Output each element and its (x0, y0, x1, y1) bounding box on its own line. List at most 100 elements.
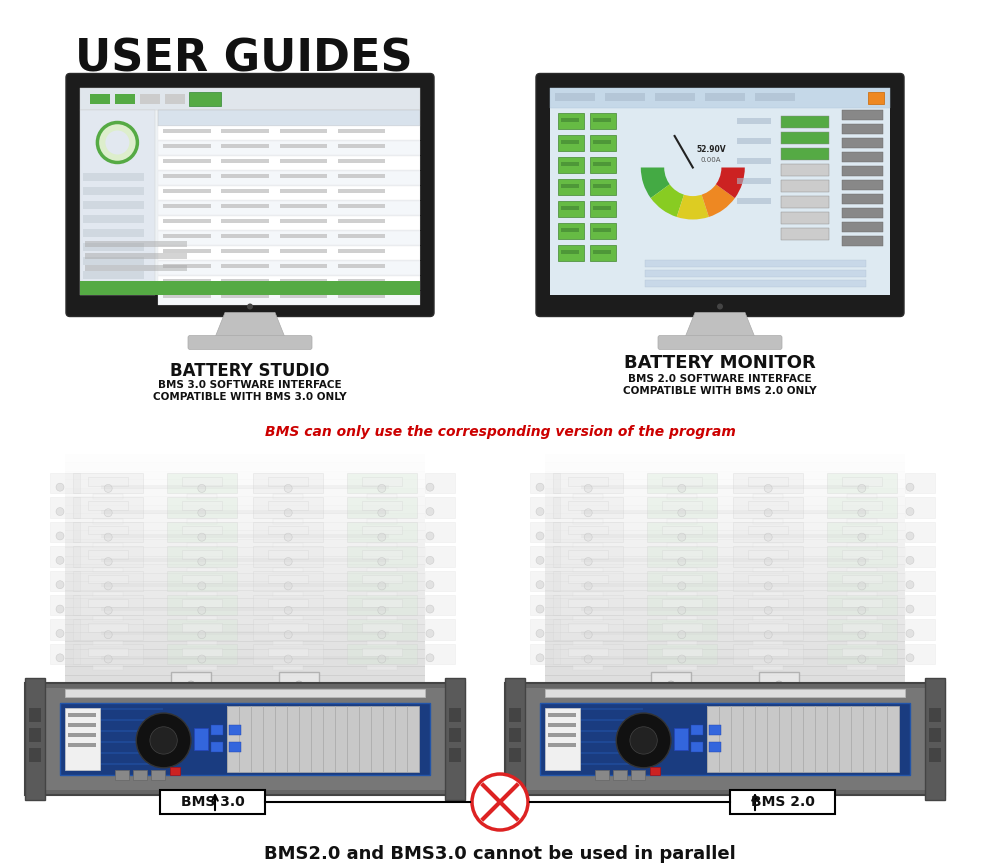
Bar (158, 126, 420, 140)
Bar (545, 598, 905, 608)
Bar (280, 204, 327, 207)
Bar (545, 530, 905, 539)
Bar (667, 641, 697, 646)
Bar (347, 643, 417, 664)
Bar (187, 494, 217, 499)
Circle shape (764, 582, 772, 590)
Bar (545, 564, 905, 573)
Bar (158, 171, 420, 185)
Bar (158, 216, 420, 230)
Bar (88, 599, 128, 608)
Bar (167, 595, 237, 616)
Bar (593, 227, 611, 231)
Text: BMS 2.0 SOFTWARE INTERFACE: BMS 2.0 SOFTWARE INTERFACE (628, 374, 812, 383)
Bar (847, 543, 877, 548)
Bar (29, 728, 41, 742)
Bar (93, 518, 123, 524)
Circle shape (678, 630, 686, 639)
Bar (163, 249, 211, 252)
Bar (905, 473, 935, 493)
Bar (83, 229, 144, 237)
Bar (548, 733, 576, 737)
Bar (158, 140, 420, 154)
Circle shape (426, 654, 434, 662)
Bar (847, 665, 877, 670)
Bar (593, 205, 611, 210)
Circle shape (378, 533, 386, 541)
Bar (65, 689, 425, 697)
Bar (827, 546, 897, 566)
Bar (65, 683, 425, 693)
Bar (733, 473, 803, 493)
Bar (221, 204, 269, 207)
Bar (847, 641, 877, 646)
Circle shape (56, 483, 64, 492)
Bar (605, 93, 645, 101)
Bar (65, 666, 425, 675)
Bar (847, 616, 877, 621)
Bar (163, 144, 211, 147)
Bar (568, 477, 608, 486)
Bar (759, 672, 799, 697)
Bar (163, 173, 211, 178)
Bar (737, 138, 771, 144)
Bar (347, 619, 417, 640)
Bar (573, 494, 603, 499)
Bar (158, 200, 420, 214)
Circle shape (472, 774, 528, 830)
Bar (847, 568, 877, 572)
Circle shape (584, 485, 592, 492)
Bar (674, 728, 688, 751)
Bar (268, 648, 308, 656)
Bar (101, 607, 389, 611)
Bar (545, 692, 905, 701)
Bar (553, 570, 623, 591)
Bar (280, 128, 327, 133)
Bar (211, 742, 223, 753)
Bar (573, 616, 603, 621)
Bar (50, 570, 80, 591)
Bar (530, 570, 560, 591)
Bar (187, 568, 217, 572)
Text: BMS 3.0: BMS 3.0 (181, 795, 244, 809)
Bar (367, 494, 397, 499)
Bar (573, 665, 603, 670)
Bar (211, 726, 223, 735)
Bar (171, 672, 211, 697)
Circle shape (906, 581, 914, 589)
Bar (65, 657, 425, 667)
Bar (573, 518, 603, 524)
Bar (73, 619, 143, 640)
Bar (590, 244, 616, 260)
Bar (280, 218, 327, 223)
Circle shape (426, 629, 434, 637)
Bar (548, 723, 576, 727)
Circle shape (764, 533, 772, 541)
Bar (827, 473, 897, 493)
Bar (929, 708, 941, 722)
Circle shape (764, 630, 772, 639)
Bar (645, 270, 866, 277)
Bar (647, 546, 717, 566)
Bar (187, 543, 217, 548)
Bar (530, 595, 560, 616)
Bar (709, 742, 721, 753)
Bar (158, 231, 420, 244)
Bar (362, 477, 402, 486)
Bar (730, 790, 835, 814)
Bar (88, 501, 128, 510)
Text: BATTERY MONITOR: BATTERY MONITOR (624, 355, 816, 373)
Circle shape (104, 606, 112, 615)
Bar (791, 706, 792, 772)
Bar (548, 713, 576, 717)
Bar (151, 770, 165, 780)
Bar (221, 218, 269, 223)
Bar (753, 518, 783, 524)
Bar (80, 88, 420, 295)
Circle shape (858, 606, 866, 615)
Bar (550, 708, 642, 710)
Bar (545, 572, 905, 582)
Bar (827, 595, 897, 616)
Bar (88, 575, 128, 583)
Bar (827, 706, 828, 772)
